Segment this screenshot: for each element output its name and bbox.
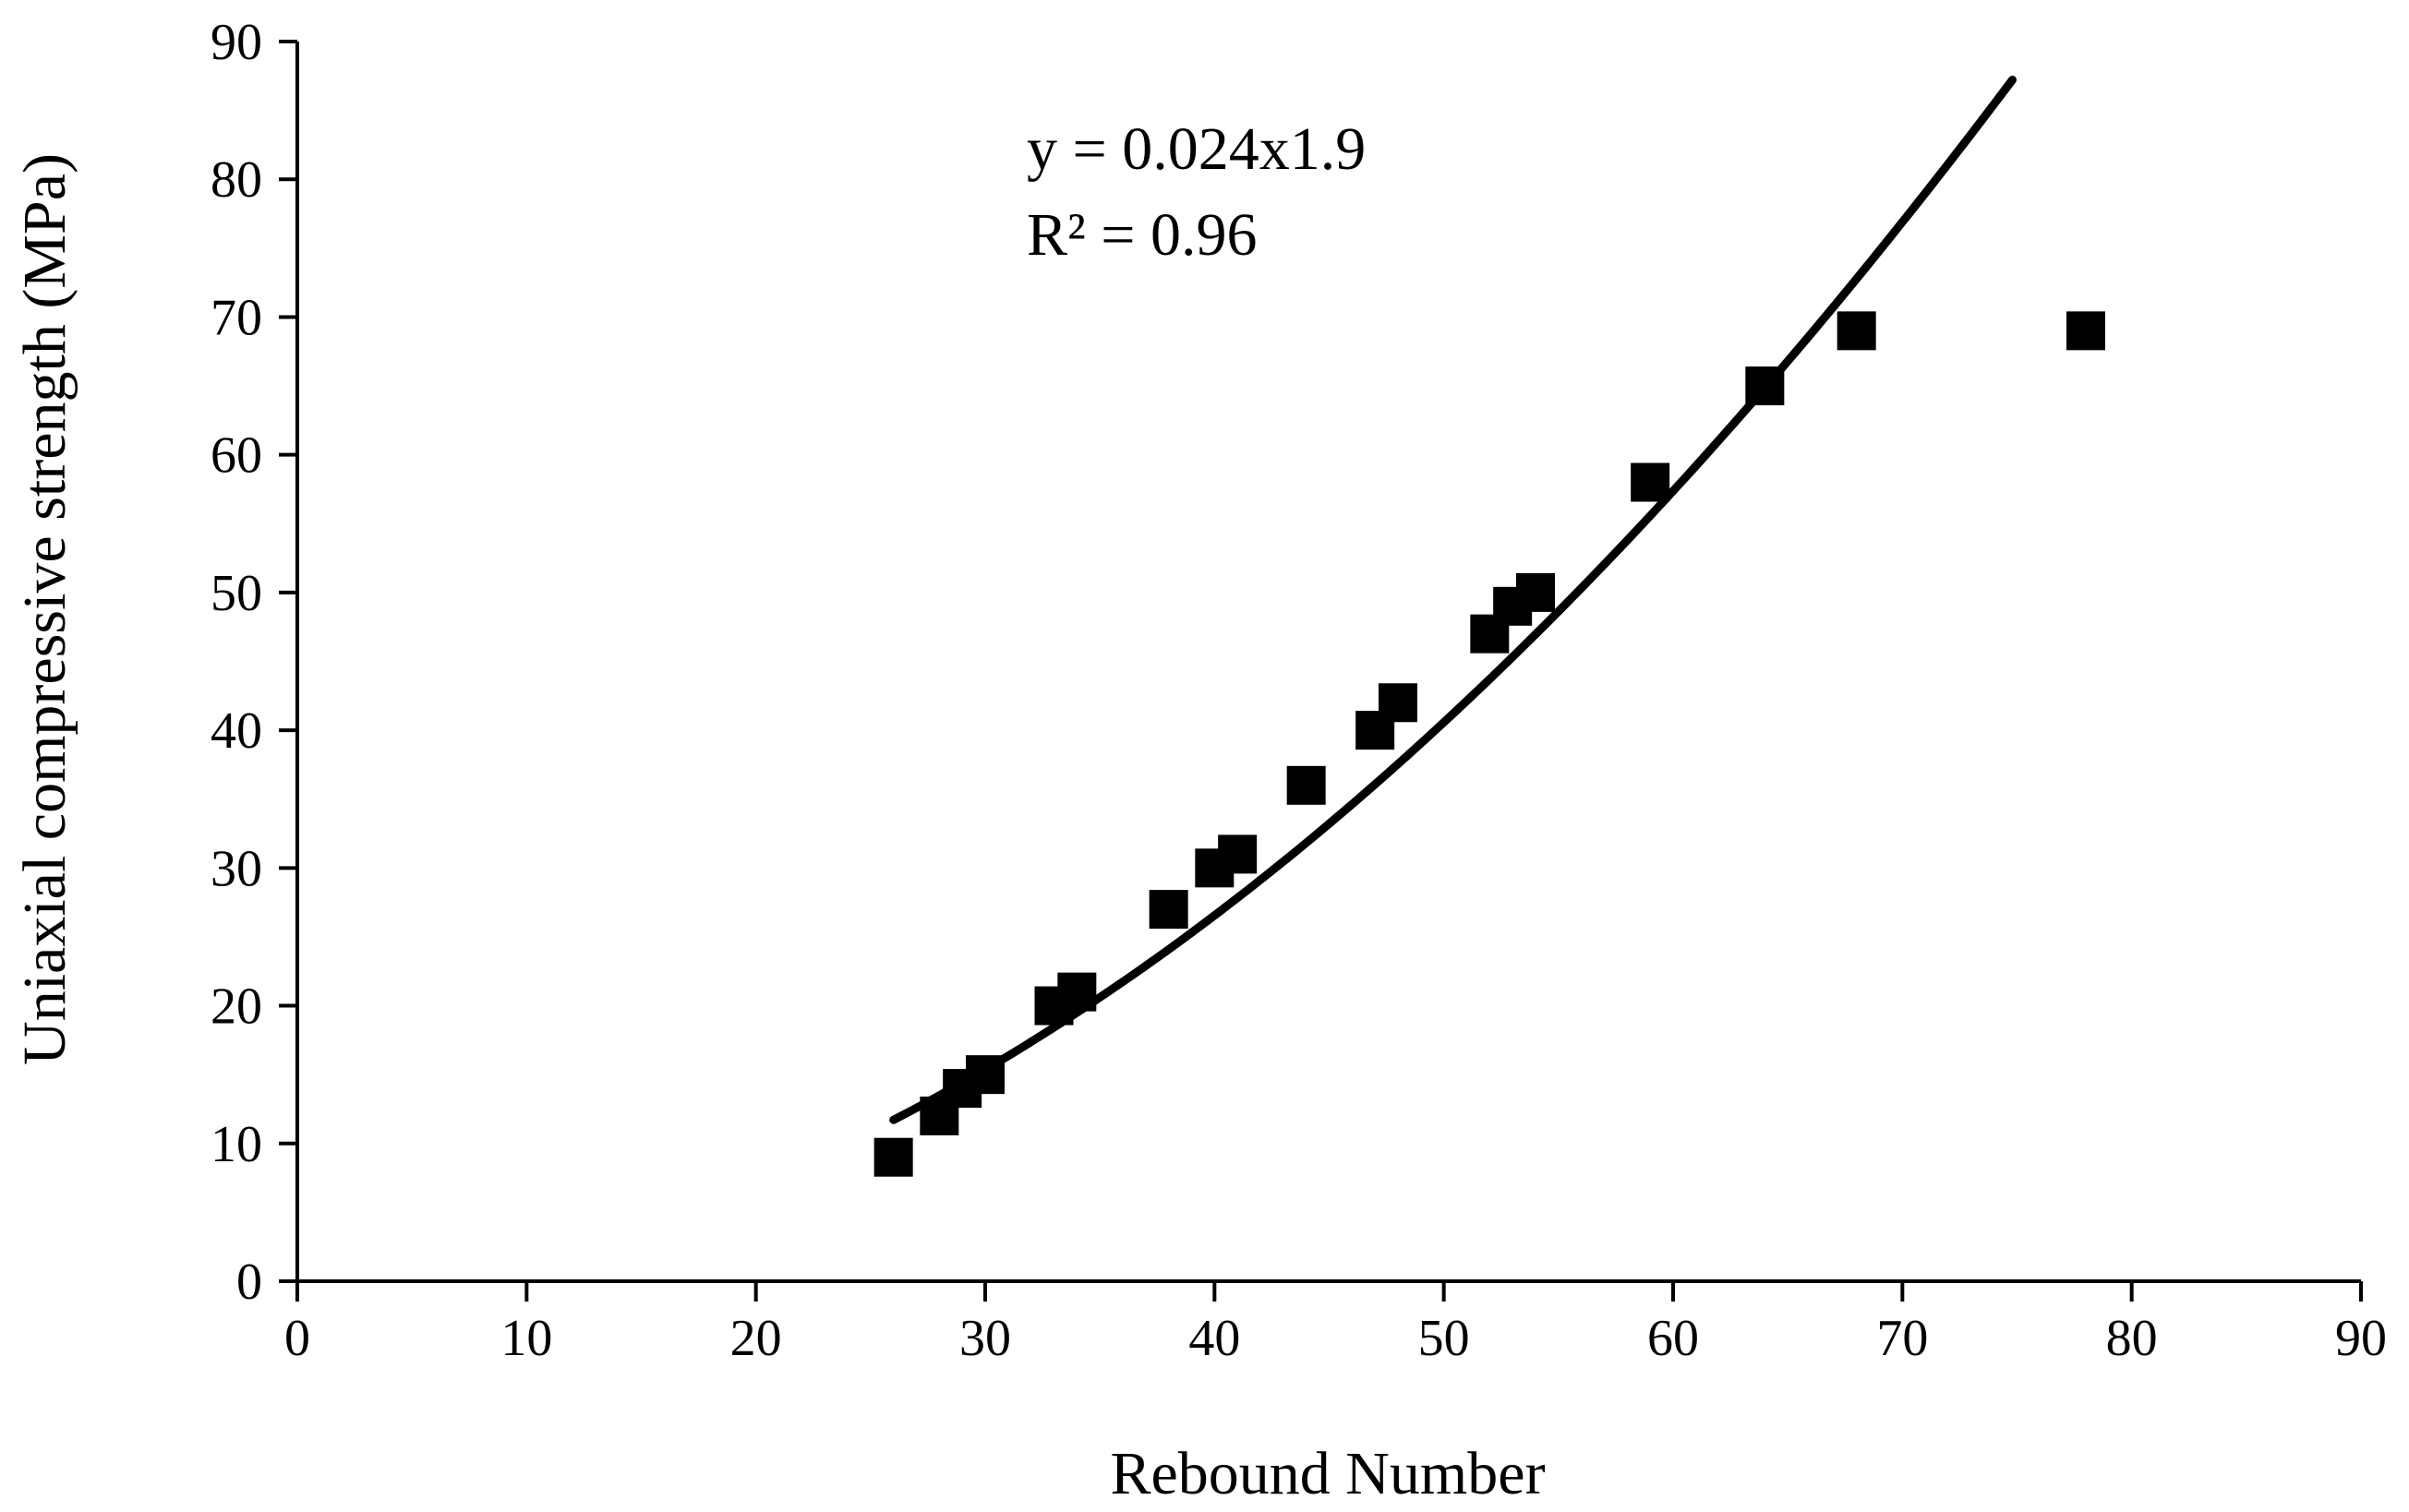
data-point — [966, 1055, 1005, 1095]
x-tick-label: 20 — [730, 1310, 782, 1367]
x-axis-title: Rebound Number — [1110, 1440, 1545, 1507]
y-tick-label: 40 — [211, 702, 262, 760]
x-tick-label: 50 — [1418, 1310, 1470, 1367]
x-tick-label: 90 — [2335, 1310, 2387, 1367]
axes — [279, 40, 2363, 1302]
data-point — [873, 1137, 913, 1177]
data-point — [1631, 462, 1670, 502]
data-point — [1837, 311, 1876, 351]
y-tick-label: 90 — [211, 14, 262, 71]
x-tick-label: 10 — [500, 1310, 552, 1367]
tick-labels: 0 10 20 30 40 50 60 70 80 90 0 10 20 30 40 50 60 70 80 90 — [211, 14, 2387, 1367]
data-point — [1286, 765, 1326, 805]
trendline-equation: y = 0.024x1.9 — [1027, 115, 1366, 183]
x-tick-label: 70 — [1876, 1310, 1928, 1367]
y-tick-label: 80 — [211, 151, 262, 209]
trendline-r2: R² = 0.96 — [1027, 201, 1258, 269]
x-tick-label: 30 — [959, 1310, 1011, 1367]
y-tick-label: 10 — [211, 1116, 262, 1173]
data-point — [1379, 683, 1417, 723]
y-tick-label: 50 — [211, 565, 262, 622]
data-point — [1057, 972, 1097, 1012]
data-point — [1516, 572, 1555, 612]
data-point — [1745, 366, 1785, 406]
data-point — [1149, 890, 1188, 930]
data-points — [873, 311, 2105, 1177]
y-tick-label: 20 — [211, 978, 262, 1036]
data-point — [2066, 311, 2105, 351]
x-tick-label: 0 — [284, 1310, 310, 1367]
data-point — [1218, 834, 1258, 874]
y-tick-label: 70 — [211, 289, 262, 346]
x-tick-label: 60 — [1647, 1310, 1699, 1367]
x-tick-label: 80 — [2106, 1310, 2158, 1367]
y-tick-label: 60 — [211, 427, 262, 485]
y-axis-title: Uniaxial compressive strength (MPa) — [11, 153, 78, 1065]
x-tick-label: 40 — [1188, 1310, 1240, 1367]
y-tick-label: 30 — [211, 840, 262, 897]
y-tick-label: 0 — [236, 1254, 262, 1311]
